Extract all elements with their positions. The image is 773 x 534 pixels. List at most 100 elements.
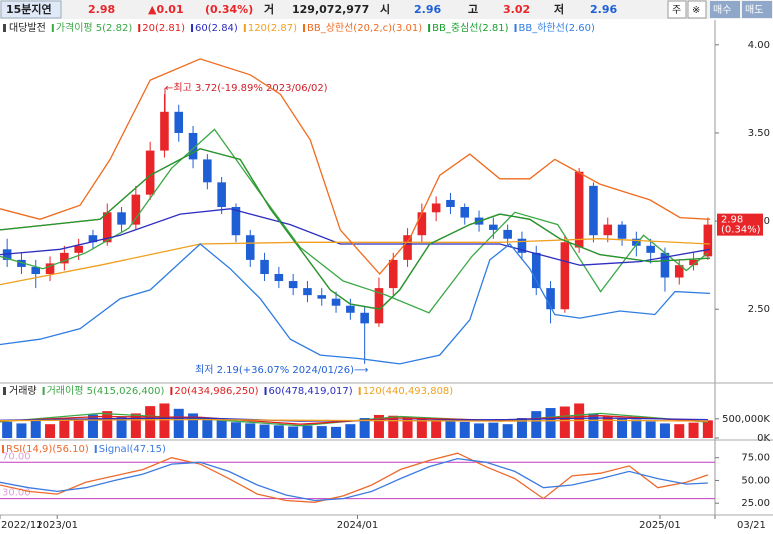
candle-body: [388, 259, 398, 289]
top-bar: [0, 0, 773, 19]
candle-body: [689, 259, 698, 266]
x-tick-label: 03/21: [737, 520, 766, 531]
volume-bar: [73, 419, 84, 438]
button-label[interactable]: 매수: [713, 4, 731, 16]
y-tick-label: 500,000K: [722, 414, 770, 425]
legend-item: 거래이평 5(415,026,400): [47, 385, 165, 397]
candle-body: [102, 212, 112, 243]
legend-item: 60(478,419,017): [269, 386, 353, 397]
volume-bar: [245, 423, 256, 438]
high-label: 고: [468, 3, 478, 16]
button-label[interactable]: 주: [672, 5, 681, 16]
y-tick-label: 4.00: [748, 40, 770, 51]
volume-bar: [16, 423, 27, 438]
legend-item: RSI(14,9)(56.10): [6, 444, 89, 455]
candle-body: [31, 266, 41, 274]
volume-bar: [345, 424, 356, 438]
volume-bar: [674, 424, 685, 438]
volume-bar: [516, 418, 527, 438]
open-label: 시: [380, 3, 390, 16]
series-line: [0, 238, 711, 286]
candle-body: [74, 245, 83, 253]
candle-body: [117, 212, 126, 225]
legend-marker: [514, 24, 517, 32]
button[interactable]: [742, 1, 772, 18]
candle-body: [245, 235, 255, 260]
button-label[interactable]: ※: [692, 5, 700, 16]
low-price: 2.96: [590, 3, 617, 16]
legend-item: BB_상한선(20,2,c)(3.01): [307, 22, 422, 34]
legend-item: Signal(47.15): [99, 444, 166, 455]
legend-marker: [243, 24, 246, 32]
price-change: ▲0.01: [148, 3, 184, 16]
candle-body: [374, 288, 384, 324]
volume-bar: [631, 419, 642, 438]
candle-body: [17, 259, 26, 267]
volume-bar: [145, 406, 156, 438]
series-line: [0, 457, 708, 502]
candle-body: [431, 203, 441, 213]
volume-bar: [87, 414, 98, 438]
candle-body: [617, 224, 627, 239]
volume-bar: [402, 416, 413, 438]
legend-item: 120(2.87): [248, 23, 297, 34]
candle-body: [446, 199, 455, 207]
button[interactable]: [710, 1, 740, 18]
candle-body: [360, 312, 369, 324]
volume-bar: [302, 425, 313, 438]
candle-body: [45, 263, 55, 274]
legend-item: 120(440,493,808): [363, 386, 454, 397]
candle-body: [646, 245, 655, 253]
candle-body: [145, 150, 155, 195]
candle-body: [589, 185, 598, 236]
series-line: [0, 58, 711, 275]
volume-bar: [702, 420, 713, 438]
legend-title: 대당발전: [9, 22, 46, 34]
volume-bar: [2, 421, 13, 438]
candle-body: [703, 224, 713, 257]
legend-marker: [138, 24, 141, 32]
volume-bar: [474, 423, 485, 438]
legend-item: BB_하한선(2.60): [519, 21, 595, 34]
volume-bar: [102, 411, 113, 438]
legend-marker: [51, 24, 54, 32]
low-annotation: 최저 2.19(+36.07% 2024/01/26)⟶: [195, 364, 368, 376]
volume-bar: [602, 416, 613, 438]
candle-body: [303, 288, 312, 296]
legend-item: BB_중심선(2.81): [432, 22, 508, 34]
volume-bar: [688, 422, 699, 438]
volume-bar: [30, 420, 41, 438]
volume-bar: [188, 413, 199, 438]
candle-body: [346, 305, 355, 313]
candle-body: [674, 265, 684, 278]
change-percent: (0.34%): [205, 3, 253, 16]
y-tick-label: 25.00: [741, 498, 770, 509]
candle-body: [274, 273, 284, 282]
y-tick-label: 75.00: [741, 453, 770, 464]
volume-bar: [159, 403, 170, 438]
volume-bar: [459, 421, 470, 438]
legend-marker: [94, 445, 97, 453]
candle-body: [131, 194, 141, 225]
legend-marker: [3, 387, 6, 395]
button-label[interactable]: 매도: [745, 4, 763, 16]
candle-body: [317, 295, 327, 299]
y-tick-label: 3.50: [748, 128, 770, 139]
legend-marker: [264, 387, 267, 395]
volume-bar: [331, 426, 342, 438]
current-price: 2.98: [88, 3, 115, 16]
volume-bar: [645, 421, 656, 438]
candle-body: [560, 242, 570, 310]
button[interactable]: [687, 0, 707, 19]
button[interactable]: [667, 0, 687, 19]
candle-body: [403, 235, 412, 260]
y-tick-label: 2.50: [748, 304, 770, 315]
legend-marker: [358, 387, 361, 395]
volume-bar: [559, 406, 570, 438]
x-tick-label: 2023/01: [36, 520, 78, 531]
volume-bar: [316, 426, 327, 438]
reference-label: 30.00: [2, 488, 31, 499]
volume-bar: [531, 411, 542, 438]
volume-bar: [59, 418, 70, 438]
legend-marker: [42, 387, 45, 395]
